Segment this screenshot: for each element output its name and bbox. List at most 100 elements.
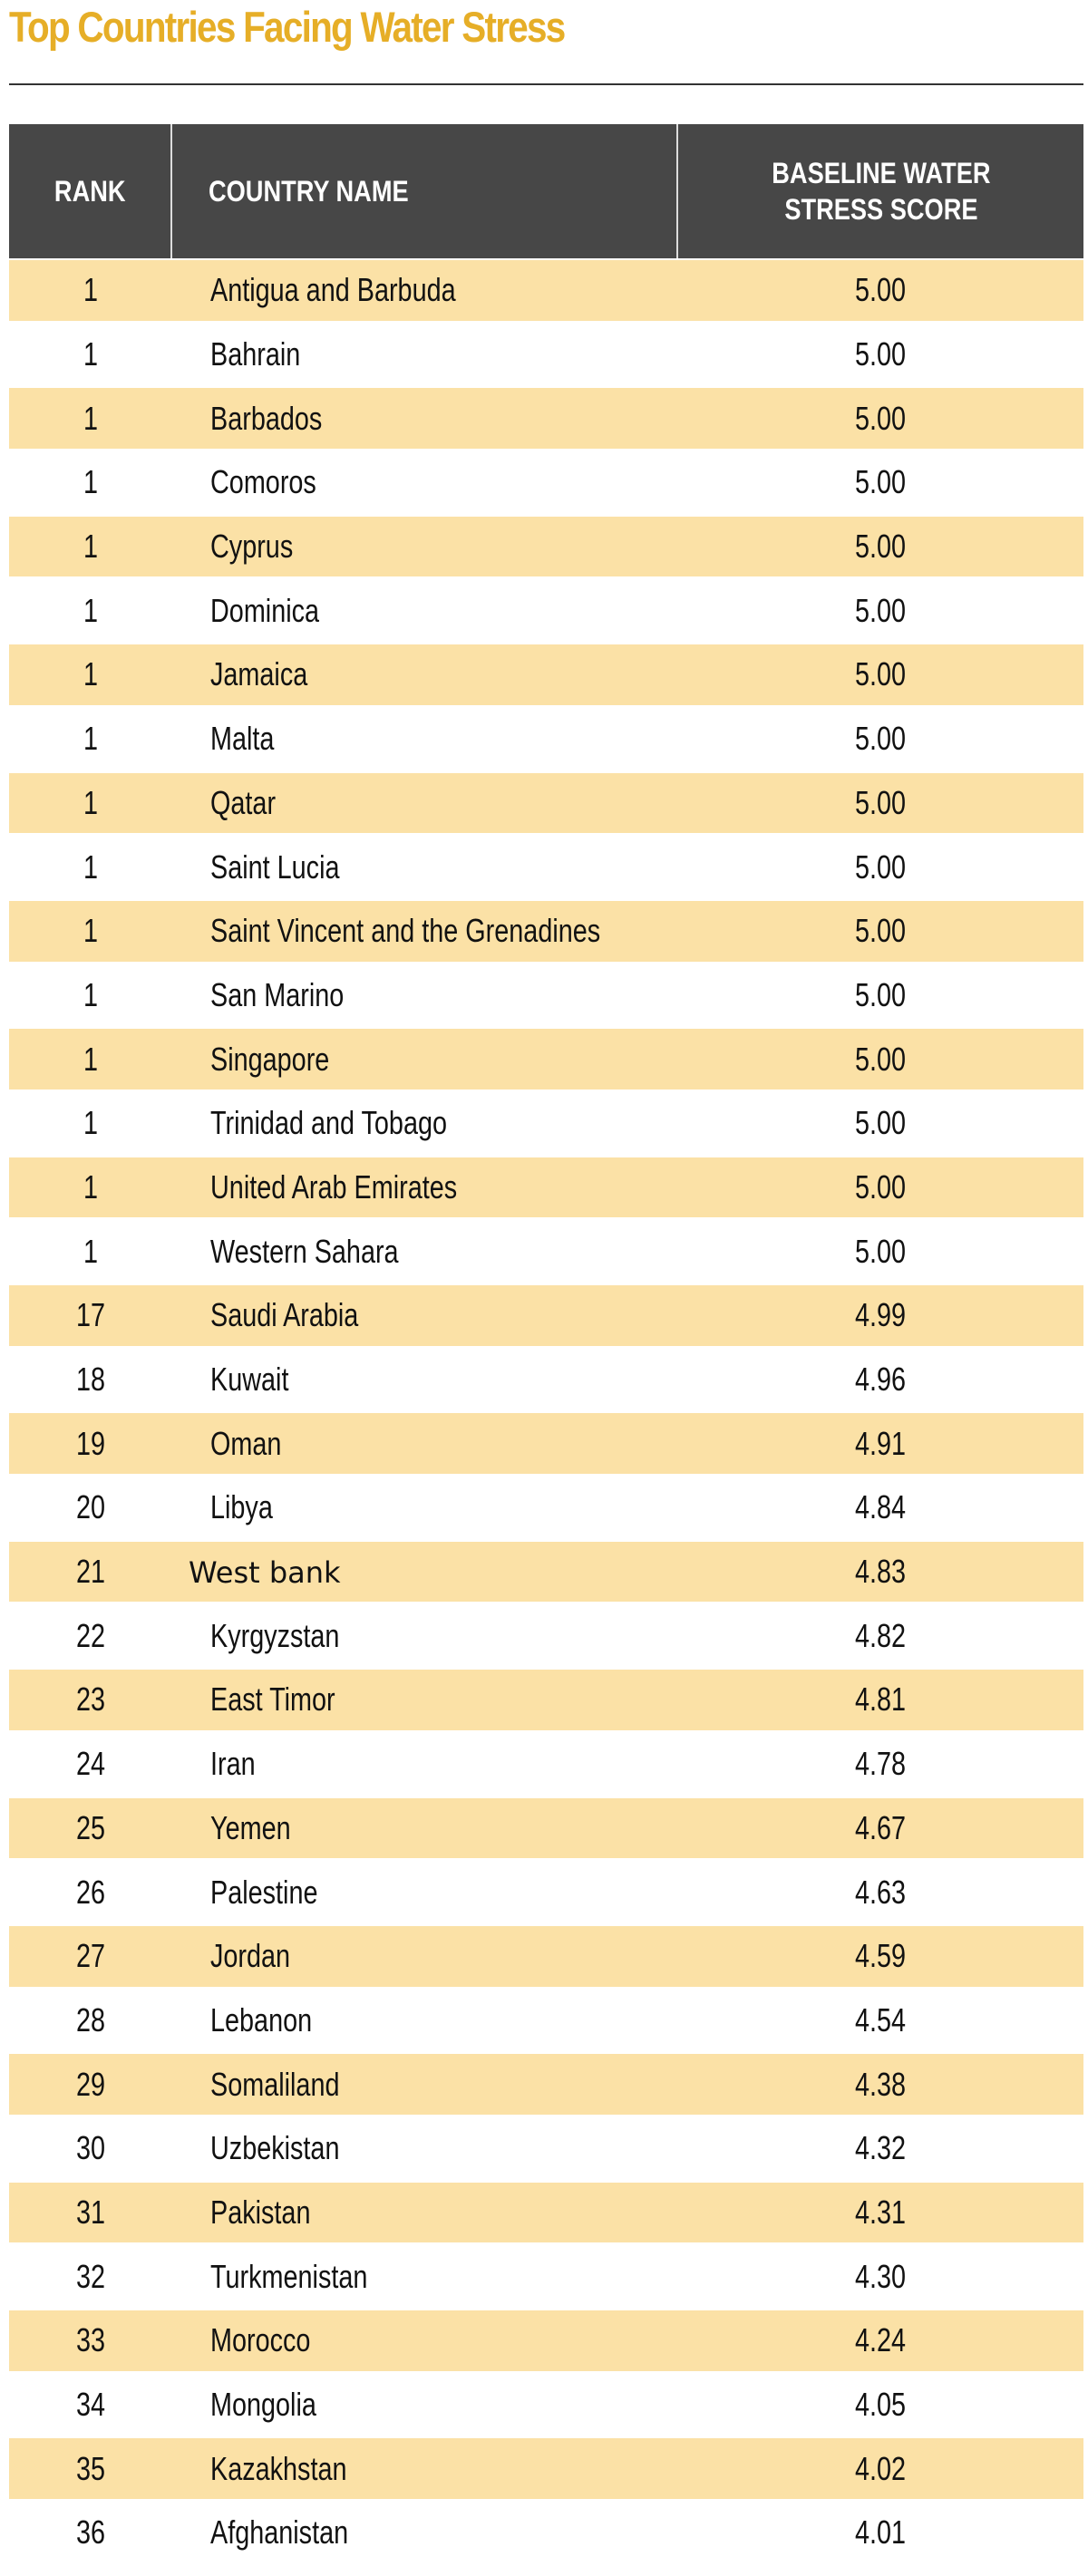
country-name: Saudi Arabia <box>210 1296 359 1334</box>
table-row: 1 Saint Vincent and the Grenadines 5.00 <box>9 898 1083 964</box>
table-row: 31 Pakistan 4.31 <box>9 2180 1083 2245</box>
table-row: 18 Kuwait 4.96 <box>9 1347 1083 1412</box>
country-cell: Iran <box>172 1745 678 1783</box>
country-cell: Uzbekistan <box>172 2129 678 2167</box>
country-cell: Oman <box>172 1425 678 1463</box>
score-cell: 5.00 <box>678 271 1083 309</box>
table-row: 19 Oman 4.91 <box>9 1411 1083 1477</box>
score-cell: 4.24 <box>678 2321 1083 2359</box>
country-cell: Saint Vincent and the Grenadines <box>172 912 678 950</box>
rank-value: 26 <box>75 1873 106 1911</box>
country-name: Turkmenistan <box>210 2257 368 2295</box>
country-cell: Jordan <box>172 1937 678 1975</box>
score-cell: 4.81 <box>678 1680 1083 1719</box>
table-row: 1 Singapore 5.00 <box>9 1027 1083 1091</box>
rank-value: 19 <box>75 1424 106 1462</box>
rank-value: 1 <box>83 399 99 437</box>
table-row: 1 Qatar 5.00 <box>9 770 1083 836</box>
header-country-label: COUNTRY NAME <box>209 174 409 208</box>
country-name: United Arab Emirates <box>210 1167 458 1206</box>
rank-cell: 26 <box>9 1874 172 1912</box>
score-cell: 4.84 <box>678 1488 1083 1526</box>
country-name: Saint Vincent and the Grenadines <box>210 912 601 950</box>
rank-value: 28 <box>75 2000 106 2039</box>
score-value: 5.00 <box>855 1040 907 1078</box>
table-row: 1 Antigua and Barbuda 5.00 <box>9 258 1083 323</box>
score-value: 5.00 <box>855 1232 907 1270</box>
score-value: 4.32 <box>855 2129 907 2167</box>
score-value: 4.05 <box>855 2386 907 2424</box>
score-cell: 5.00 <box>678 335 1083 373</box>
score-cell: 5.00 <box>678 848 1083 886</box>
country-name: San Marino <box>210 975 345 1013</box>
rank-value: 17 <box>75 1296 106 1334</box>
rank-cell: 1 <box>9 1041 172 1079</box>
rank-value: 32 <box>75 2257 106 2295</box>
table-row: 17 Saudi Arabia 4.99 <box>9 1283 1083 1348</box>
table-row: 32 Turkmenistan 4.30 <box>9 2244 1083 2309</box>
table-row: 1 Saint Lucia 5.00 <box>9 835 1083 899</box>
country-name: Jamaica <box>210 655 308 693</box>
table-row: 1 Western Sahara 5.00 <box>9 1219 1083 1283</box>
score-cell: 4.83 <box>678 1553 1083 1591</box>
country-cell: Somaliland <box>172 2066 678 2104</box>
rank-cell: 1 <box>9 1233 172 1271</box>
rank-value: 23 <box>75 1680 106 1719</box>
rank-value: 1 <box>83 720 99 758</box>
score-value: 5.00 <box>855 975 907 1013</box>
score-value: 4.82 <box>855 1616 907 1654</box>
country-cell: Singapore <box>172 1041 678 1079</box>
rank-value: 1 <box>83 847 99 886</box>
country-name: Saint Lucia <box>210 847 340 886</box>
country-cell: East Timor <box>172 1680 678 1719</box>
header-rank-label: RANK <box>53 174 126 208</box>
rank-cell: 1 <box>9 1168 172 1206</box>
rank-cell: 23 <box>9 1680 172 1719</box>
rank-value: 27 <box>75 1937 106 1975</box>
score-value: 4.02 <box>855 2449 907 2487</box>
score-cell: 5.00 <box>678 400 1083 438</box>
table-row: 1 San Marino 5.00 <box>9 963 1083 1028</box>
rank-cell: 29 <box>9 2066 172 2104</box>
score-cell: 4.32 <box>678 2129 1083 2167</box>
rank-cell: 30 <box>9 2129 172 2167</box>
country-cell: Qatar <box>172 784 678 822</box>
rank-cell: 1 <box>9 976 172 1014</box>
score-value: 5.00 <box>855 528 907 566</box>
country-name: Bahrain <box>210 335 301 373</box>
score-value: 5.00 <box>855 1167 907 1206</box>
score-cell: 4.99 <box>678 1296 1083 1334</box>
score-value: 4.81 <box>855 1680 907 1719</box>
country-name: Jordan <box>210 1937 291 1975</box>
score-cell: 4.38 <box>678 2066 1083 2104</box>
rank-cell: 28 <box>9 2001 172 2039</box>
country-name: Singapore <box>210 1040 330 1078</box>
table-row: 1 Trinidad and Tobago 5.00 <box>9 1090 1083 1156</box>
score-cell: 5.00 <box>678 528 1083 566</box>
rank-value: 1 <box>83 335 99 373</box>
score-value: 4.24 <box>855 2321 907 2359</box>
rank-cell: 24 <box>9 1745 172 1783</box>
country-name: Kuwait <box>210 1361 289 1399</box>
rank-value: 25 <box>75 1808 106 1846</box>
score-cell: 4.91 <box>678 1425 1083 1463</box>
rank-cell: 1 <box>9 528 172 566</box>
rank-cell: 1 <box>9 592 172 630</box>
table-row: 34 Mongolia 4.05 <box>9 2372 1083 2437</box>
score-value: 4.67 <box>855 1808 907 1846</box>
table-row: 35 Kazakhstan 4.02 <box>9 2436 1083 2502</box>
country-cell: Barbados <box>172 400 678 438</box>
score-cell: 4.59 <box>678 1937 1083 1975</box>
country-cell: Kazakhstan <box>172 2450 678 2488</box>
rank-value: 31 <box>75 2193 106 2231</box>
table-row: 23 East Timor 4.81 <box>9 1668 1083 1732</box>
country-cell: West bank <box>172 1553 678 1591</box>
table-row: 36 Afghanistan 4.01 <box>9 2501 1083 2565</box>
score-cell: 5.00 <box>678 1041 1083 1079</box>
country-cell: Cyprus <box>172 528 678 566</box>
score-value: 5.00 <box>855 271 907 309</box>
score-value: 4.96 <box>855 1361 907 1399</box>
rank-cell: 20 <box>9 1488 172 1526</box>
rank-value: 1 <box>83 1104 99 1142</box>
table-row: 1 United Arab Emirates 5.00 <box>9 1155 1083 1220</box>
